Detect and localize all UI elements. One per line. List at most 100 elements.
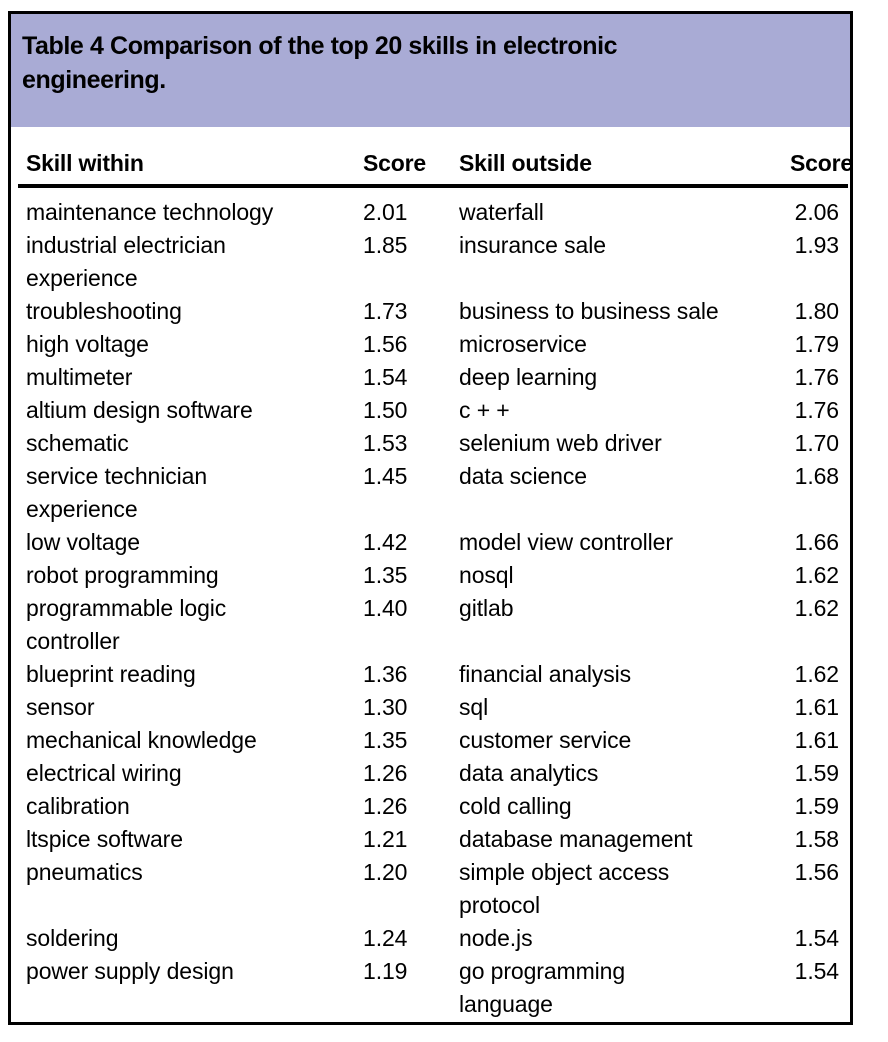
cell-score-within: 1.24: [363, 925, 408, 951]
table-row: schematic 1.53 selenium web driver 1.70: [18, 427, 848, 460]
cell-score-outside: 1.59: [794, 760, 839, 786]
cell-skill-outside: c + +: [459, 397, 510, 423]
cell-skill-outside: data science: [459, 463, 587, 489]
cell-score-outside: 1.61: [794, 727, 839, 753]
cell-score-within: 1.45: [363, 463, 408, 489]
cell-skill-within: multimeter: [26, 364, 133, 390]
cell-skill-outside: database management: [459, 826, 693, 852]
table-row: high voltage 1.56 microservice 1.79: [18, 328, 848, 361]
cell-skill-outside: data analytics: [459, 760, 599, 786]
cell-skill-outside: sql: [459, 694, 489, 720]
table-header: Skill within Score Skill outside Score: [18, 127, 850, 188]
cell-score-outside: 1.62: [794, 661, 839, 687]
cell-score-within: 1.21: [363, 826, 408, 852]
cell-skill-within: sensor: [26, 694, 95, 720]
cell-score-outside: 1.76: [794, 397, 839, 423]
header-row: Skill within Score Skill outside Score: [18, 127, 850, 188]
table-row: power supply design 1.19 go programming …: [18, 955, 848, 1021]
table-row: maintenance technology 2.01 waterfall 2.…: [18, 186, 848, 229]
cell-score-outside: 1.56: [794, 859, 839, 885]
cell-score-outside: 1.54: [794, 925, 839, 951]
cell-score-within: 1.50: [363, 397, 408, 423]
table-row: multimeter 1.54 deep learning 1.76: [18, 361, 848, 394]
table-caption: Table 4 Comparison of the top 20 skills …: [11, 14, 850, 127]
cell-score-within: 1.73: [363, 298, 408, 324]
cell-score-within: 1.35: [363, 727, 408, 753]
cell-skill-within: mechanical knowledge: [26, 727, 257, 753]
table-row: electrical wiring 1.26 data analytics 1.…: [18, 757, 848, 790]
cell-skill-outside: nosql: [459, 562, 514, 588]
cell-score-outside: 1.62: [794, 562, 839, 588]
cell-score-outside: 1.58: [794, 826, 839, 852]
table-row: robot programming 1.35 nosql 1.62: [18, 559, 848, 592]
cell-score-within: 1.26: [363, 760, 408, 786]
cell-skill-within: soldering: [26, 925, 119, 951]
table-row: industrial electrician experience 1.85 i…: [18, 229, 848, 295]
cell-skill-outside: waterfall: [459, 199, 544, 225]
cell-score-outside: 1.62: [794, 595, 839, 621]
cell-score-outside: 1.70: [794, 430, 839, 456]
column-header-score-within: Score: [363, 127, 455, 188]
cell-score-within: 1.40: [363, 595, 408, 621]
cell-skill-within: troubleshooting: [26, 298, 182, 324]
cell-score-within: 1.26: [363, 793, 408, 819]
cell-score-outside: 1.61: [794, 694, 839, 720]
cell-skill-outside: customer service: [459, 727, 632, 753]
cell-score-outside: 1.68: [794, 463, 839, 489]
cell-score-within: 1.42: [363, 529, 408, 555]
cell-skill-within: high voltage: [26, 331, 149, 357]
table-row: low voltage 1.42 model view controller 1…: [18, 526, 848, 559]
cell-score-within: 1.19: [363, 958, 408, 984]
cell-score-outside: 1.66: [794, 529, 839, 555]
cell-score-within: 1.85: [363, 232, 408, 258]
table-row: calibration 1.26 cold calling 1.59: [18, 790, 848, 823]
table-figure-card: Table 4 Comparison of the top 20 skills …: [8, 11, 853, 1025]
cell-score-within: 1.35: [363, 562, 408, 588]
cell-skill-within: industrial electrician experience: [26, 232, 226, 291]
cell-skill-outside: gitlab: [459, 595, 514, 621]
cell-score-within: 1.54: [363, 364, 408, 390]
cell-score-outside: 1.93: [794, 232, 839, 258]
table-row: blueprint reading 1.36 financial analysi…: [18, 658, 848, 691]
cell-score-within: 1.53: [363, 430, 408, 456]
cell-skill-outside: model view controller: [459, 529, 673, 555]
cell-skill-within: ltspice software: [26, 826, 183, 852]
cell-skill-outside: cold calling: [459, 793, 572, 819]
cell-skill-within: service technician experience: [26, 463, 208, 522]
cell-skill-outside: deep learning: [459, 364, 598, 390]
cell-skill-outside: go programming language: [459, 958, 626, 1017]
table-row: service technician experience 1.45 data …: [18, 460, 848, 526]
cell-skill-outside: microservice: [459, 331, 587, 357]
cell-skill-within: maintenance technology: [26, 199, 274, 225]
table-row: mechanical knowledge 1.35 customer servi…: [18, 724, 848, 757]
cell-skill-outside: business to business sale: [459, 298, 719, 324]
table-row: soldering 1.24 node.js 1.54: [18, 922, 848, 955]
skills-comparison-table: Skill within Score Skill outside Score m…: [18, 127, 850, 1021]
cell-score-outside: 1.80: [794, 298, 839, 324]
table-row: programmable logic controller 1.40 gitla…: [18, 592, 848, 658]
cell-skill-outside: selenium web driver: [459, 430, 662, 456]
cell-score-outside: 2.06: [794, 199, 839, 225]
table-body: maintenance technology 2.01 waterfall 2.…: [18, 186, 848, 1021]
cell-skill-outside: insurance sale: [459, 232, 606, 258]
table-row: troubleshooting 1.73 business to busines…: [18, 295, 848, 328]
column-header-skill-within: Skill within: [18, 127, 363, 188]
cell-skill-outside: simple object access protocol: [459, 859, 670, 918]
table-row: pneumatics 1.20 simple object access pro…: [18, 856, 848, 922]
cell-score-outside: 1.54: [794, 958, 839, 984]
table-row: altium design software 1.50 c + + 1.76: [18, 394, 848, 427]
table-row: sensor 1.30 sql 1.61: [18, 691, 848, 724]
cell-score-outside: 1.79: [794, 331, 839, 357]
cell-skill-within: robot programming: [26, 562, 219, 588]
cell-skill-outside: financial analysis: [459, 661, 632, 687]
cell-score-within: 1.30: [363, 694, 408, 720]
cell-skill-within: altium design software: [26, 397, 253, 423]
cell-skill-within: calibration: [26, 793, 130, 819]
cell-skill-within: pneumatics: [26, 859, 143, 885]
cell-skill-within: blueprint reading: [26, 661, 196, 687]
cell-skill-within: low voltage: [26, 529, 140, 555]
cell-skill-within: power supply design: [26, 958, 234, 984]
cell-score-within: 1.56: [363, 331, 408, 357]
cell-skill-within: electrical wiring: [26, 760, 182, 786]
cell-score-outside: 1.59: [794, 793, 839, 819]
